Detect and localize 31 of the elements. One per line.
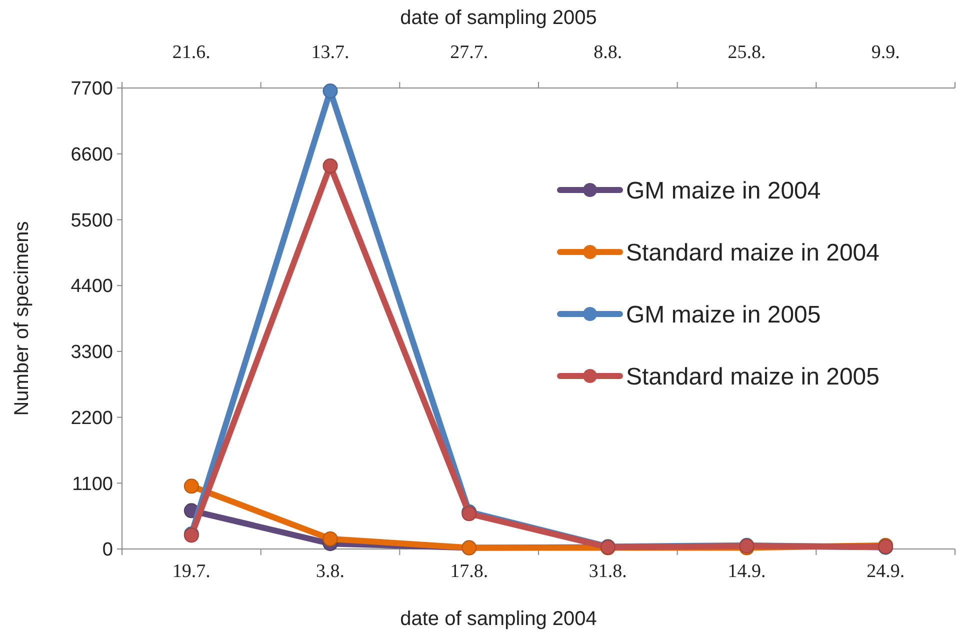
y-tick-label: 6600 <box>70 144 113 166</box>
text: 27.7. <box>450 42 488 63</box>
x-tick-label: 19.7. <box>172 561 210 582</box>
text: 13.7. <box>311 42 350 63</box>
x-tick-label: 17.8. <box>450 561 488 582</box>
legend-label: GM maize in 2005 <box>626 301 821 328</box>
y-tick-label: 2200 <box>70 408 113 429</box>
point <box>322 83 338 98</box>
x-tick-label: 31.8. <box>588 561 627 582</box>
legend-label: Standard maize in 2004 <box>626 239 880 266</box>
text: 8.8. <box>594 42 622 63</box>
legend-label: Standard maize in 2005 <box>626 363 880 390</box>
y-tick-label: 0 <box>102 540 113 561</box>
x-tick-label: 24.9. <box>866 561 905 582</box>
point <box>322 158 338 174</box>
y-tick-label: 5500 <box>70 210 113 232</box>
y-tick-label: 3300 <box>70 342 113 364</box>
x-tick-label: 3.8. <box>316 561 344 582</box>
y-tick-label: 4400 <box>70 276 113 298</box>
y-tick-label: 1100 <box>72 474 113 495</box>
x-tick-label: 14.9. <box>728 561 766 582</box>
point <box>322 531 338 546</box>
legend-label: GM maize in 2004 <box>626 177 821 204</box>
y-axis-title: Number of specimens <box>11 221 33 416</box>
x-axis-title: date of sampling 2004 <box>400 608 597 630</box>
text: 21.6. <box>172 42 210 63</box>
x2-axis-title: date of sampling 2005 <box>400 7 597 29</box>
point <box>184 478 199 494</box>
text: 9.9. <box>871 42 900 63</box>
text: 25.8. <box>728 42 766 63</box>
y-tick-label: 7700 <box>70 78 113 100</box>
